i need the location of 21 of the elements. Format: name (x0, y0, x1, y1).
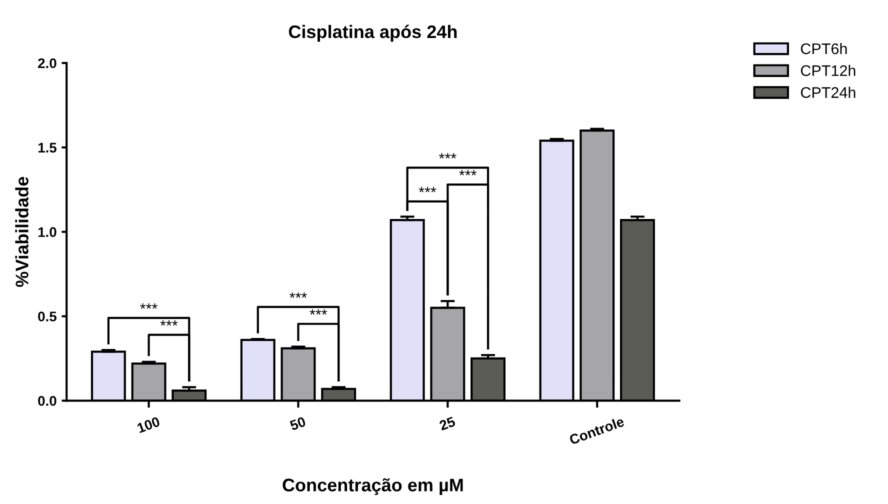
annotation: *** (310, 309, 328, 315)
y-tick-label: 1.0 (38, 227, 56, 238)
legend-label: CPT12h (800, 64, 856, 76)
x-tick-label: 25 (438, 416, 456, 431)
y-tick-label: 2.0 (38, 58, 56, 68)
x-tick-label: 50 (289, 416, 306, 431)
y-tick-label: 0.0 (38, 396, 56, 406)
annotation: *** (439, 153, 456, 159)
x-tick-label: 100 (136, 416, 160, 434)
y-axis-title: %Viabilidade (15, 176, 28, 287)
annotation: *** (140, 303, 158, 309)
legend-label: CPT24h (800, 86, 856, 98)
x-axis-title: Concentração em µM (282, 478, 463, 496)
annotation: *** (459, 170, 477, 176)
chart-title: Cisplatina após 24h (288, 24, 457, 42)
y-tick-label: 1.5 (38, 142, 56, 153)
annotation: *** (418, 186, 436, 192)
legend-label: CPT6h (800, 42, 847, 54)
annotation: *** (160, 320, 178, 326)
y-tick-label: 0.5 (38, 312, 56, 322)
annotation: *** (290, 292, 307, 298)
